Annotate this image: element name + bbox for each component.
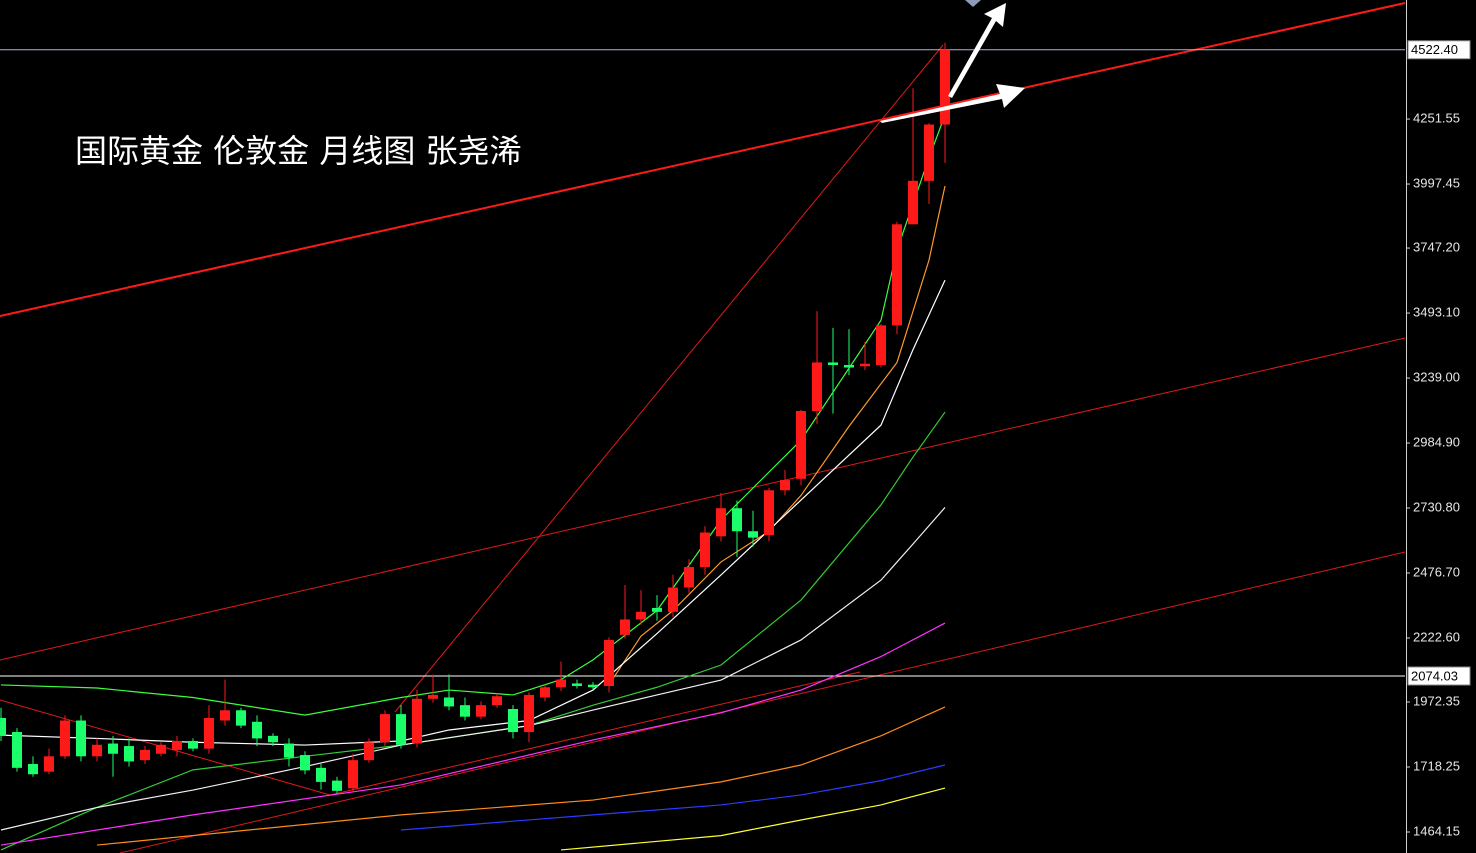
candle-body <box>572 683 582 686</box>
trend-line <box>0 2 1406 317</box>
candle-body <box>236 710 246 726</box>
candle-body <box>764 490 774 536</box>
candle-body <box>828 362 838 365</box>
y-tick-label: 3747.20 <box>1413 239 1460 254</box>
candle-body <box>428 694 438 699</box>
candle-body <box>636 611 646 620</box>
candle-body <box>156 744 166 754</box>
moving-average <box>96 706 946 846</box>
candle-body <box>300 755 310 771</box>
candle-body <box>76 720 86 757</box>
candle-body <box>700 532 710 568</box>
candle-body <box>748 531 758 538</box>
candle-body <box>252 721 262 739</box>
price-axis-labels: 4251.55 3997.45 3747.20 3493.10 3239.00 2984.… <box>1406 40 1471 838</box>
candle-body <box>892 224 902 326</box>
moving-average <box>560 787 946 851</box>
y-tick-label: 2730.80 <box>1413 499 1460 514</box>
candle-body <box>140 749 150 761</box>
candle-body <box>908 180 918 225</box>
plot-area <box>0 42 1405 851</box>
candle-body <box>812 362 822 412</box>
candle-body <box>188 740 198 749</box>
candle-body <box>604 639 614 686</box>
candle-body <box>28 763 38 775</box>
candle-body <box>284 743 294 758</box>
trend-line <box>394 44 944 713</box>
candle-body <box>860 363 870 367</box>
candle-body <box>220 710 230 721</box>
candle-body <box>44 756 54 772</box>
candle-body <box>508 709 518 733</box>
candle-body <box>364 742 374 761</box>
candle-body <box>412 698 422 744</box>
trend-line <box>329 671 861 796</box>
candle-body <box>12 732 22 768</box>
moving-average <box>0 507 946 831</box>
candle-body <box>716 508 726 537</box>
trend-line <box>0 337 1406 661</box>
candle-body <box>108 743 118 754</box>
candle-body <box>924 124 934 181</box>
candle-body <box>396 714 406 745</box>
y-tick-label: 2476.70 <box>1413 564 1460 579</box>
candle-body <box>796 411 806 479</box>
y-tick-label: 2984.90 <box>1413 434 1460 449</box>
y-tick-label: 1718.25 <box>1413 758 1460 773</box>
y-tick-label: 3239.00 <box>1413 369 1460 384</box>
moving-average <box>0 622 946 846</box>
candle-body <box>204 717 214 749</box>
candle-body <box>172 740 182 750</box>
price-label-box <box>1407 666 1471 686</box>
candle-body <box>124 746 134 762</box>
candle-body <box>588 684 598 688</box>
arrow <box>880 84 1025 123</box>
moving-average <box>0 411 946 851</box>
candle-body <box>268 735 278 743</box>
price-label: 2074.03 <box>1411 668 1458 683</box>
marker <box>965 0 981 7</box>
moving-average <box>0 114 946 716</box>
trend-line <box>119 551 1406 853</box>
candle-body <box>876 325 886 365</box>
moving-average <box>608 185 946 686</box>
candle-body <box>476 705 486 717</box>
y-tick-label: 3997.45 <box>1413 175 1460 190</box>
price-axis <box>1406 0 1476 853</box>
candle-body <box>316 767 326 782</box>
y-tick-label: 3493.10 <box>1413 304 1460 319</box>
price-label: 4522.40 <box>1411 42 1458 57</box>
moving-average <box>400 764 946 831</box>
candle-body <box>492 696 502 706</box>
candle-body <box>556 679 566 688</box>
candle-body <box>348 760 358 789</box>
price-label-box <box>1407 40 1471 60</box>
y-tick-label: 4251.55 <box>1413 110 1460 125</box>
y-tick-label: 1972.35 <box>1413 693 1460 708</box>
candle-body <box>940 49 950 125</box>
candle-body <box>332 780 342 791</box>
chart-title: 国际黄金 伦敦金 月线图 张尧浠 <box>75 132 522 170</box>
candle-body <box>524 694 534 733</box>
candle-body <box>0 717 6 736</box>
candle-body <box>460 705 470 717</box>
candle-body <box>668 587 678 612</box>
candle-body <box>380 714 390 743</box>
candle-body <box>844 364 854 368</box>
candle-body <box>60 720 70 757</box>
candle-body <box>444 697 454 707</box>
y-tick-label: 2222.60 <box>1413 629 1460 644</box>
candle-body <box>732 508 742 532</box>
moving-average <box>0 279 946 746</box>
candle-body <box>780 480 790 491</box>
arrow <box>948 3 1006 98</box>
candle-body <box>620 619 630 635</box>
y-tick-label: 1464.15 <box>1413 823 1460 838</box>
candle-body <box>652 607 662 612</box>
candle-body <box>540 687 550 698</box>
candle-body <box>684 567 694 588</box>
candle-body <box>92 744 102 757</box>
